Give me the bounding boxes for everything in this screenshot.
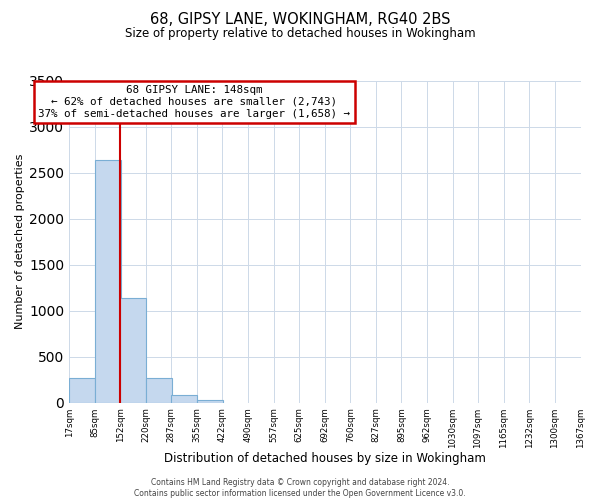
Y-axis label: Number of detached properties: Number of detached properties <box>15 154 25 329</box>
X-axis label: Distribution of detached houses by size in Wokingham: Distribution of detached houses by size … <box>164 452 486 465</box>
Text: Contains HM Land Registry data © Crown copyright and database right 2024.
Contai: Contains HM Land Registry data © Crown c… <box>134 478 466 498</box>
Text: 68, GIPSY LANE, WOKINGHAM, RG40 2BS: 68, GIPSY LANE, WOKINGHAM, RG40 2BS <box>150 12 450 28</box>
Bar <box>69 378 95 402</box>
Bar <box>95 160 121 402</box>
Bar <box>146 378 172 402</box>
Bar <box>197 400 223 402</box>
Text: 68 GIPSY LANE: 148sqm
← 62% of detached houses are smaller (2,743)
37% of semi-d: 68 GIPSY LANE: 148sqm ← 62% of detached … <box>38 86 350 118</box>
Text: Size of property relative to detached houses in Wokingham: Size of property relative to detached ho… <box>125 28 475 40</box>
Bar <box>172 395 197 402</box>
Bar <box>120 298 146 403</box>
